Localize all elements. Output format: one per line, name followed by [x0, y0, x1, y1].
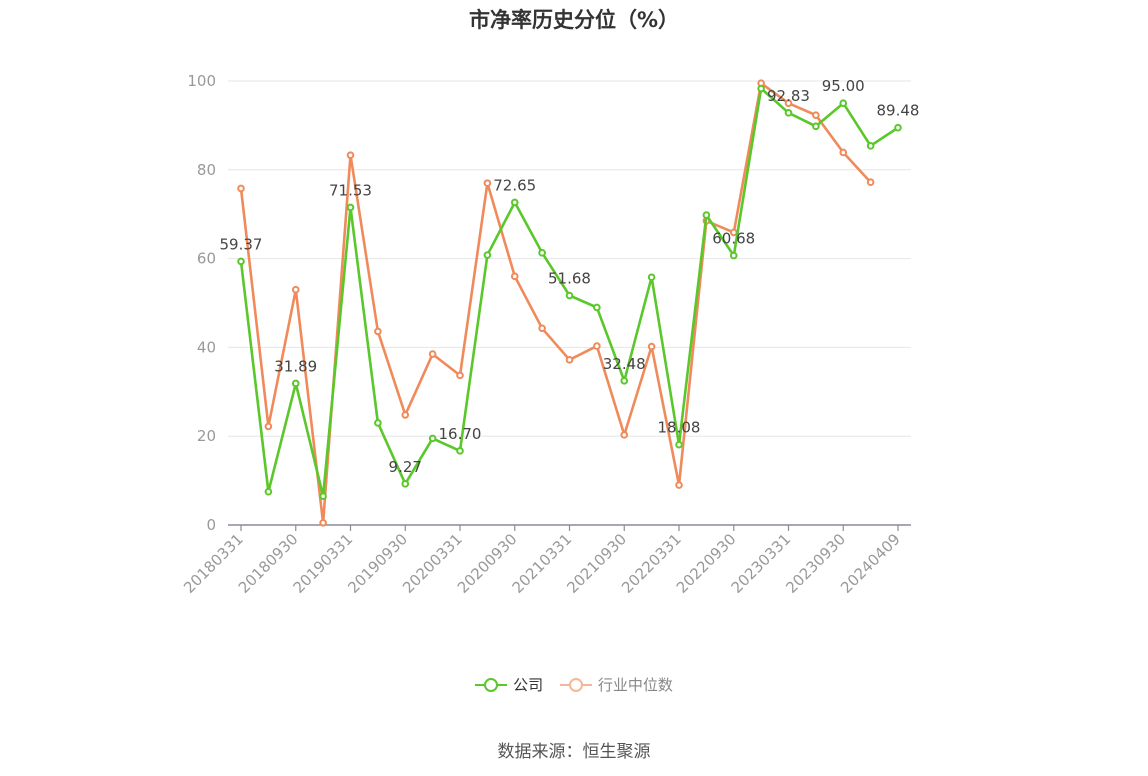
legend-company-marker-icon: [475, 677, 508, 692]
legend-industry-marker-icon: [559, 677, 592, 692]
y-tick-label: 40: [197, 338, 216, 356]
data-point-industry: [237, 184, 245, 193]
data-point-company: [483, 251, 492, 259]
data-point-industry: [839, 148, 848, 157]
legend-item-industry[interactable]: 行业中位数: [559, 674, 673, 695]
data-point-company: [866, 142, 875, 150]
legend: 公司 行业中位数: [0, 674, 1148, 696]
data-point-company: [538, 249, 546, 257]
data-point-company: [839, 99, 848, 107]
data-point-company: [620, 376, 629, 385]
data-point-industry: [346, 151, 355, 159]
data-label: 18.08: [658, 419, 701, 437]
data-point-company: [264, 487, 273, 496]
legend-industry-label: 行业中位数: [597, 676, 673, 694]
y-tick-label: 100: [187, 72, 216, 90]
data-point-industry: [401, 411, 410, 419]
data-point-industry: [374, 327, 382, 336]
series-line-industry: [239, 81, 872, 525]
series: [237, 79, 902, 527]
data-point-company: [894, 123, 902, 132]
data-point-industry: [319, 518, 327, 527]
data-point-company: [702, 211, 711, 219]
data-point-company: [593, 303, 601, 312]
data-point-industry: [620, 431, 629, 439]
x-tick-label: 20240409: [837, 530, 904, 597]
data-label: 72.65: [493, 176, 536, 194]
data-point-industry: [784, 99, 793, 107]
data-point-company: [346, 203, 355, 212]
data-label: 31.89: [274, 357, 317, 375]
y-tick-label: 0: [206, 516, 216, 534]
axes: 0204060801002018033120180930201903312019…: [180, 72, 911, 597]
data-label: 71.53: [329, 181, 372, 199]
data-point-company: [374, 419, 382, 427]
data-point-industry: [812, 111, 820, 119]
y-tick-label: 80: [197, 161, 216, 179]
data-point-industry: [565, 356, 574, 364]
data-point-company: [812, 122, 820, 131]
data-point-company: [510, 198, 519, 207]
data-label: 92.83: [767, 87, 810, 105]
data-point-company: [565, 291, 574, 300]
y-tick-label: 20: [197, 427, 216, 445]
data-point-industry: [647, 342, 656, 351]
line-chart: 0204060801002018033120180930201903312019…: [180, 72, 920, 597]
data-point-industry: [866, 178, 875, 187]
data-label: 59.37: [220, 235, 263, 253]
data-point-company: [784, 109, 793, 117]
data-point-industry: [483, 179, 492, 187]
data-point-company: [291, 379, 300, 388]
data-label: 9.27: [389, 458, 422, 476]
data-label: 16.70: [439, 425, 482, 443]
data-point-industry: [510, 272, 519, 281]
data-point-company: [456, 447, 464, 455]
data-point-industry: [675, 481, 683, 489]
data-point-company: [647, 273, 656, 282]
data-label: 32.48: [603, 355, 646, 373]
data-point-industry: [291, 285, 300, 294]
data-point-company: [319, 492, 327, 500]
legend-item-company[interactable]: 公司: [475, 674, 543, 695]
data-point-industry: [264, 422, 273, 431]
data-point-industry: [538, 324, 546, 333]
data-point-industry: [428, 350, 437, 358]
data-point-industry: [593, 342, 601, 350]
data-label: 60.68: [712, 230, 755, 248]
data-point-company: [237, 257, 245, 266]
data-point-company: [401, 480, 410, 488]
grid-lines: [228, 80, 911, 437]
chart-title: 市净率历史分位（%）: [468, 8, 680, 32]
data-point-company: [729, 251, 738, 260]
data-point-company: [428, 434, 437, 443]
data-label: 89.48: [877, 102, 920, 120]
data-point-company: [757, 84, 765, 93]
data-label: 95.00: [822, 77, 865, 95]
data-labels: 59.37 31.89 71.53 9.27 16.70 72.65 51.68 32.48 1…: [220, 77, 920, 476]
data-label: 51.68: [548, 270, 591, 288]
data-source: 数据来源：恒生聚源: [497, 742, 651, 762]
data-point-company: [675, 440, 683, 449]
legend-company-label: 公司: [513, 676, 544, 694]
y-tick-label: 60: [197, 250, 216, 268]
data-point-industry: [456, 371, 464, 380]
